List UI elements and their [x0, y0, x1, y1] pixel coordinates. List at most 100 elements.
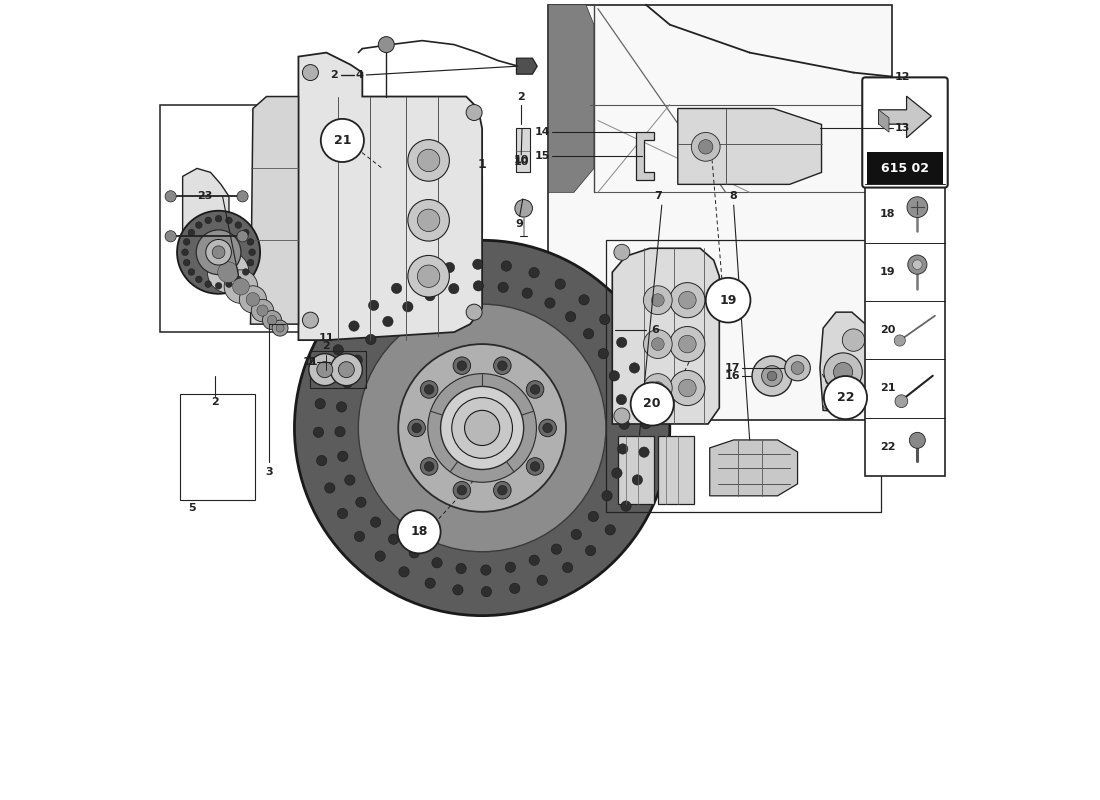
- Circle shape: [196, 276, 202, 282]
- Circle shape: [551, 544, 562, 554]
- Circle shape: [651, 338, 664, 350]
- Circle shape: [212, 246, 226, 258]
- Circle shape: [216, 215, 222, 222]
- Bar: [516, 129, 530, 172]
- Circle shape: [616, 338, 627, 348]
- Text: 2: 2: [211, 397, 219, 406]
- Text: 15: 15: [535, 151, 550, 162]
- Circle shape: [267, 315, 277, 325]
- Circle shape: [236, 230, 249, 242]
- Circle shape: [497, 486, 507, 495]
- Circle shape: [444, 262, 454, 273]
- Circle shape: [679, 335, 696, 353]
- Circle shape: [640, 418, 651, 429]
- Circle shape: [235, 222, 242, 229]
- Circle shape: [612, 468, 623, 478]
- Circle shape: [242, 269, 249, 275]
- Text: 11: 11: [319, 333, 334, 342]
- Circle shape: [565, 311, 575, 322]
- Circle shape: [823, 394, 838, 410]
- Circle shape: [397, 510, 441, 554]
- Circle shape: [246, 293, 260, 306]
- FancyBboxPatch shape: [862, 78, 948, 187]
- Circle shape: [417, 209, 440, 231]
- Circle shape: [206, 239, 231, 265]
- Circle shape: [767, 371, 777, 381]
- Circle shape: [205, 217, 211, 224]
- Text: 10: 10: [514, 157, 529, 167]
- Bar: [180, 394, 254, 500]
- Bar: [606, 240, 881, 512]
- Circle shape: [399, 566, 409, 577]
- Text: 19: 19: [719, 294, 737, 306]
- Circle shape: [616, 394, 627, 405]
- Circle shape: [408, 255, 450, 297]
- Polygon shape: [678, 109, 822, 184]
- Circle shape: [235, 276, 242, 282]
- Text: 13: 13: [895, 123, 911, 134]
- Circle shape: [679, 291, 696, 309]
- Circle shape: [420, 458, 438, 475]
- Circle shape: [375, 551, 385, 562]
- Circle shape: [824, 376, 867, 419]
- Circle shape: [620, 501, 631, 511]
- Circle shape: [458, 361, 466, 370]
- Circle shape: [894, 335, 905, 346]
- Circle shape: [338, 451, 348, 462]
- Text: 17: 17: [725, 363, 740, 373]
- Text: 8: 8: [729, 191, 738, 202]
- Circle shape: [843, 329, 865, 351]
- Circle shape: [425, 385, 433, 394]
- Circle shape: [352, 355, 362, 366]
- Circle shape: [317, 455, 327, 466]
- Circle shape: [522, 288, 532, 298]
- Circle shape: [529, 267, 539, 278]
- Circle shape: [392, 283, 402, 294]
- Text: 6: 6: [651, 325, 659, 334]
- Circle shape: [458, 486, 466, 495]
- Circle shape: [537, 575, 548, 586]
- Circle shape: [791, 362, 804, 374]
- Circle shape: [481, 565, 491, 575]
- Circle shape: [706, 278, 750, 322]
- Circle shape: [272, 320, 288, 336]
- Circle shape: [196, 230, 241, 274]
- Circle shape: [583, 329, 594, 339]
- Circle shape: [908, 197, 927, 218]
- Text: 5: 5: [188, 503, 196, 513]
- Circle shape: [355, 497, 366, 507]
- Circle shape: [344, 475, 355, 486]
- Text: 23: 23: [197, 191, 212, 202]
- Circle shape: [257, 305, 268, 316]
- Circle shape: [330, 354, 362, 386]
- Circle shape: [248, 259, 254, 266]
- Circle shape: [177, 210, 260, 294]
- Circle shape: [302, 312, 318, 328]
- Circle shape: [165, 230, 176, 242]
- Circle shape: [317, 362, 333, 378]
- Circle shape: [824, 353, 862, 391]
- Circle shape: [494, 357, 512, 374]
- Circle shape: [432, 558, 442, 568]
- Circle shape: [466, 105, 482, 121]
- Circle shape: [417, 150, 440, 171]
- Circle shape: [349, 321, 360, 331]
- Circle shape: [544, 298, 556, 308]
- Circle shape: [321, 119, 364, 162]
- Circle shape: [579, 294, 590, 305]
- Polygon shape: [820, 312, 872, 412]
- Text: 1: 1: [477, 158, 486, 171]
- Circle shape: [354, 531, 365, 542]
- Text: 18: 18: [880, 209, 895, 218]
- Circle shape: [481, 586, 492, 597]
- Circle shape: [334, 426, 345, 437]
- Text: 21: 21: [880, 383, 895, 394]
- Text: 22: 22: [880, 442, 895, 452]
- Circle shape: [473, 281, 484, 291]
- Text: 4: 4: [356, 70, 364, 80]
- Circle shape: [752, 356, 792, 396]
- Circle shape: [425, 290, 436, 301]
- Text: 21: 21: [333, 134, 351, 147]
- Circle shape: [542, 423, 552, 433]
- Circle shape: [502, 261, 512, 271]
